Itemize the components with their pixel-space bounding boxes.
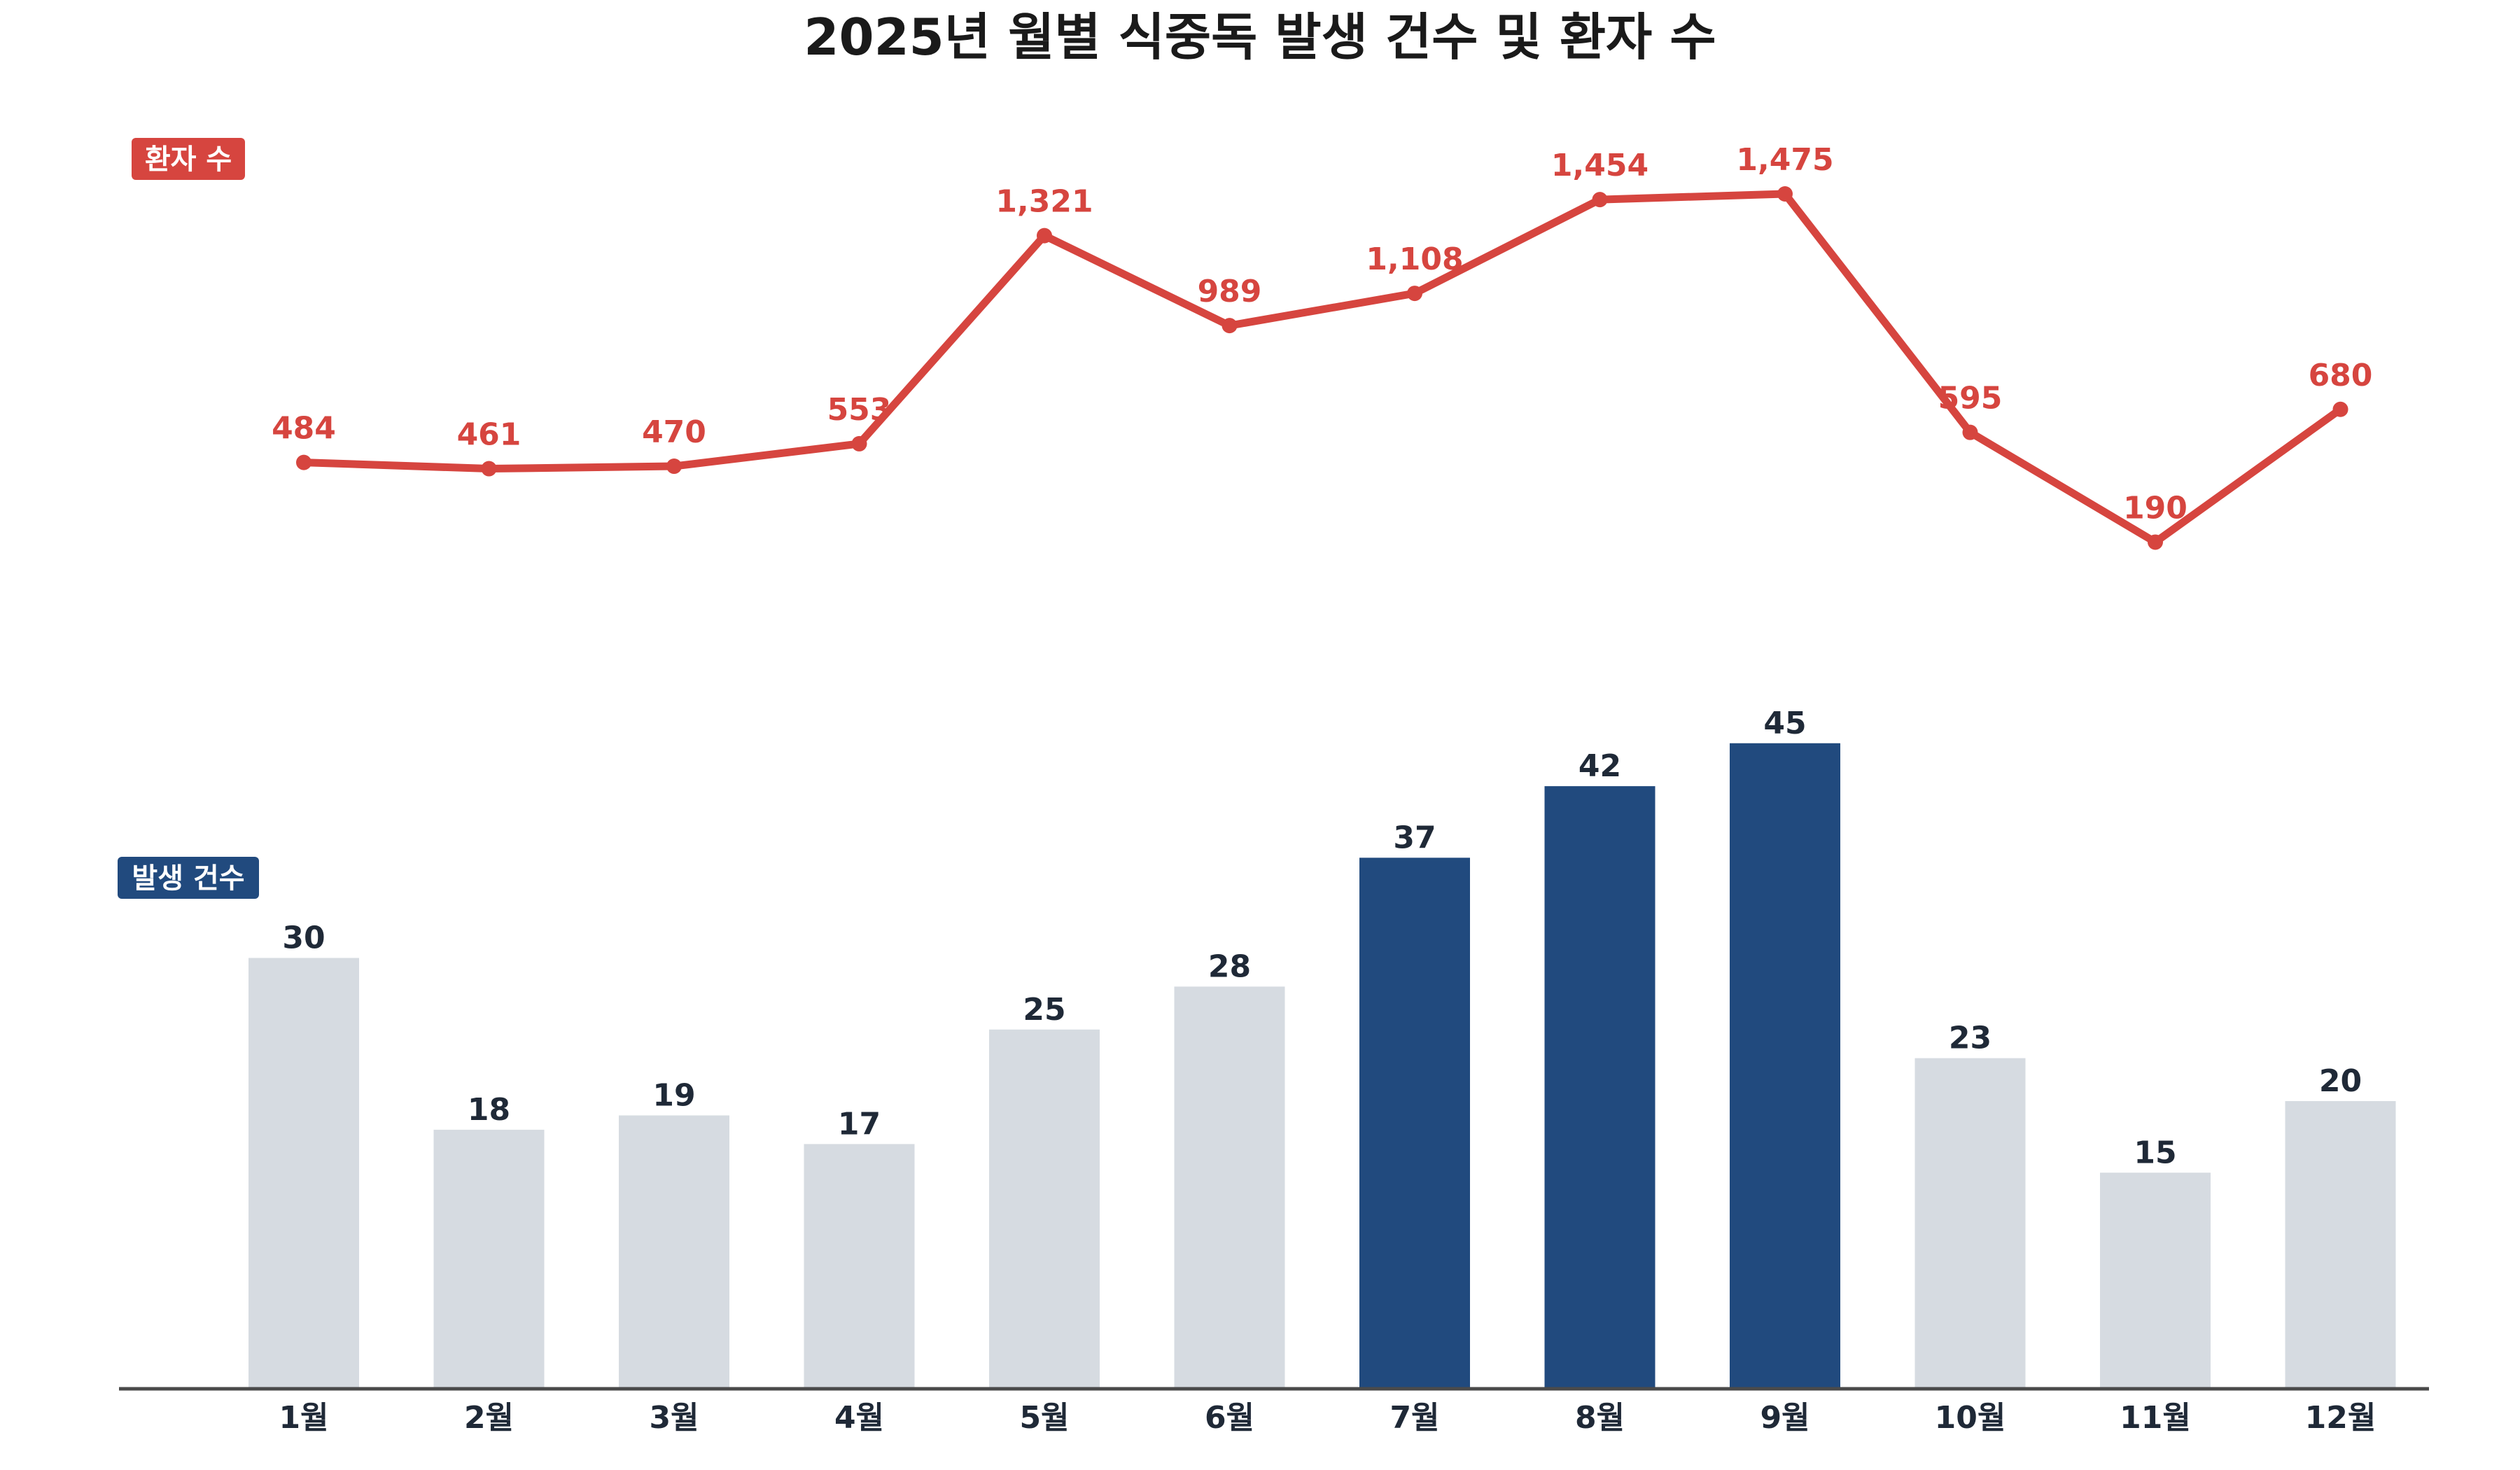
cases-legend-tag-label: 발생 건수: [132, 862, 244, 895]
line-point-4: [851, 435, 867, 451]
bar-value-label-8: 42: [1578, 748, 1621, 784]
bar-5: [989, 1029, 1100, 1387]
bar-4: [804, 1144, 915, 1387]
line-point-8: [1592, 192, 1608, 208]
bar-value-label-12: 20: [2319, 1063, 2362, 1099]
x-tick-label-9: 9월: [1760, 1400, 1809, 1436]
line-value-label-9: 1,475: [1736, 142, 1833, 178]
line-point-5: [1037, 227, 1052, 244]
x-tick-label-11: 11월: [2120, 1400, 2191, 1436]
bar-11: [2100, 1172, 2211, 1387]
x-tick-label-6: 6월: [1205, 1400, 1254, 1436]
line-point-11: [2148, 534, 2163, 550]
patients-legend-tag-bg: [132, 138, 245, 180]
bar-value-label-5: 25: [1023, 992, 1065, 1028]
bars-layer: 30 18 19 17 25 28 37 42 45 23 15 20: [248, 706, 2396, 1387]
line-value-label-5: 1,321: [995, 184, 1093, 220]
line-value-label-10: 595: [1938, 381, 2003, 416]
bar-3: [619, 1115, 729, 1387]
x-tick-label-3: 3월: [649, 1400, 699, 1436]
line-point-7: [1407, 286, 1422, 302]
bar-value-label-4: 17: [838, 1106, 881, 1142]
line-layer: 484 461 470 553 1,321 989 1,108 1,454 1,475 595 19…: [272, 142, 2372, 550]
x-axis-ticks: 1월 2월 3월 4월 5월 6월 7월 8월 9월 10월 11월 12월: [279, 1400, 2376, 1436]
line-point-6: [1222, 318, 1238, 334]
line-point-10: [1962, 424, 1978, 440]
patients-legend-tag: 환자 수: [132, 138, 245, 180]
line-point-9: [1777, 186, 1793, 202]
bar-8: [1544, 786, 1656, 1387]
bar-7: [1359, 858, 1470, 1387]
bar-1: [248, 958, 359, 1387]
line-value-label-6: 989: [1198, 274, 1262, 309]
patients-line: [300, 190, 2344, 546]
cases-legend-tag: 발생 건수: [118, 857, 259, 899]
x-tick-label-7: 7월: [1390, 1400, 1439, 1436]
bar-value-label-1: 30: [282, 920, 325, 956]
x-tick-label-10: 10월: [1935, 1400, 2006, 1436]
line-point-12: [2332, 401, 2348, 417]
bar-value-label-10: 23: [1949, 1021, 1991, 1056]
x-tick-label-2: 2월: [464, 1400, 514, 1436]
bar-12: [2285, 1101, 2396, 1387]
bar-value-label-6: 28: [1208, 948, 1251, 984]
line-value-label-3: 470: [642, 414, 706, 450]
bar-2: [433, 1129, 545, 1387]
line-value-label-11: 190: [2123, 490, 2188, 526]
bar-10: [1914, 1058, 2026, 1387]
line-point-3: [666, 458, 682, 475]
line-point-2: [481, 461, 497, 477]
bar-value-label-7: 37: [1393, 820, 1436, 855]
x-tick-label-5: 5월: [1019, 1400, 1069, 1436]
x-tick-label-4: 4월: [834, 1400, 884, 1436]
bar-value-label-3: 19: [652, 1077, 695, 1113]
line-value-label-4: 553: [827, 392, 892, 428]
x-tick-label-8: 8월: [1575, 1400, 1625, 1436]
bar-value-label-2: 18: [468, 1092, 510, 1128]
cases-legend-tag-bg: [118, 857, 259, 899]
bar-value-label-11: 15: [2134, 1135, 2176, 1170]
patients-legend-tag-label: 환자 수: [145, 144, 232, 176]
line-value-label-2: 461: [457, 417, 522, 453]
chart-title: 2025년 월별 식중독 발생 건수 및 환자 수: [804, 8, 1716, 66]
bar-value-label-9: 45: [1763, 706, 1806, 741]
line-value-label-8: 1,454: [1551, 148, 1648, 183]
x-tick-label-1: 1월: [279, 1400, 328, 1436]
bar-6: [1174, 986, 1285, 1387]
line-value-label-7: 1,108: [1366, 241, 1463, 277]
line-point-1: [296, 454, 312, 470]
x-tick-label-12: 12월: [2305, 1400, 2376, 1436]
line-value-label-1: 484: [272, 411, 336, 447]
line-value-label-12: 680: [2309, 358, 2373, 393]
bar-9: [1730, 743, 1840, 1387]
